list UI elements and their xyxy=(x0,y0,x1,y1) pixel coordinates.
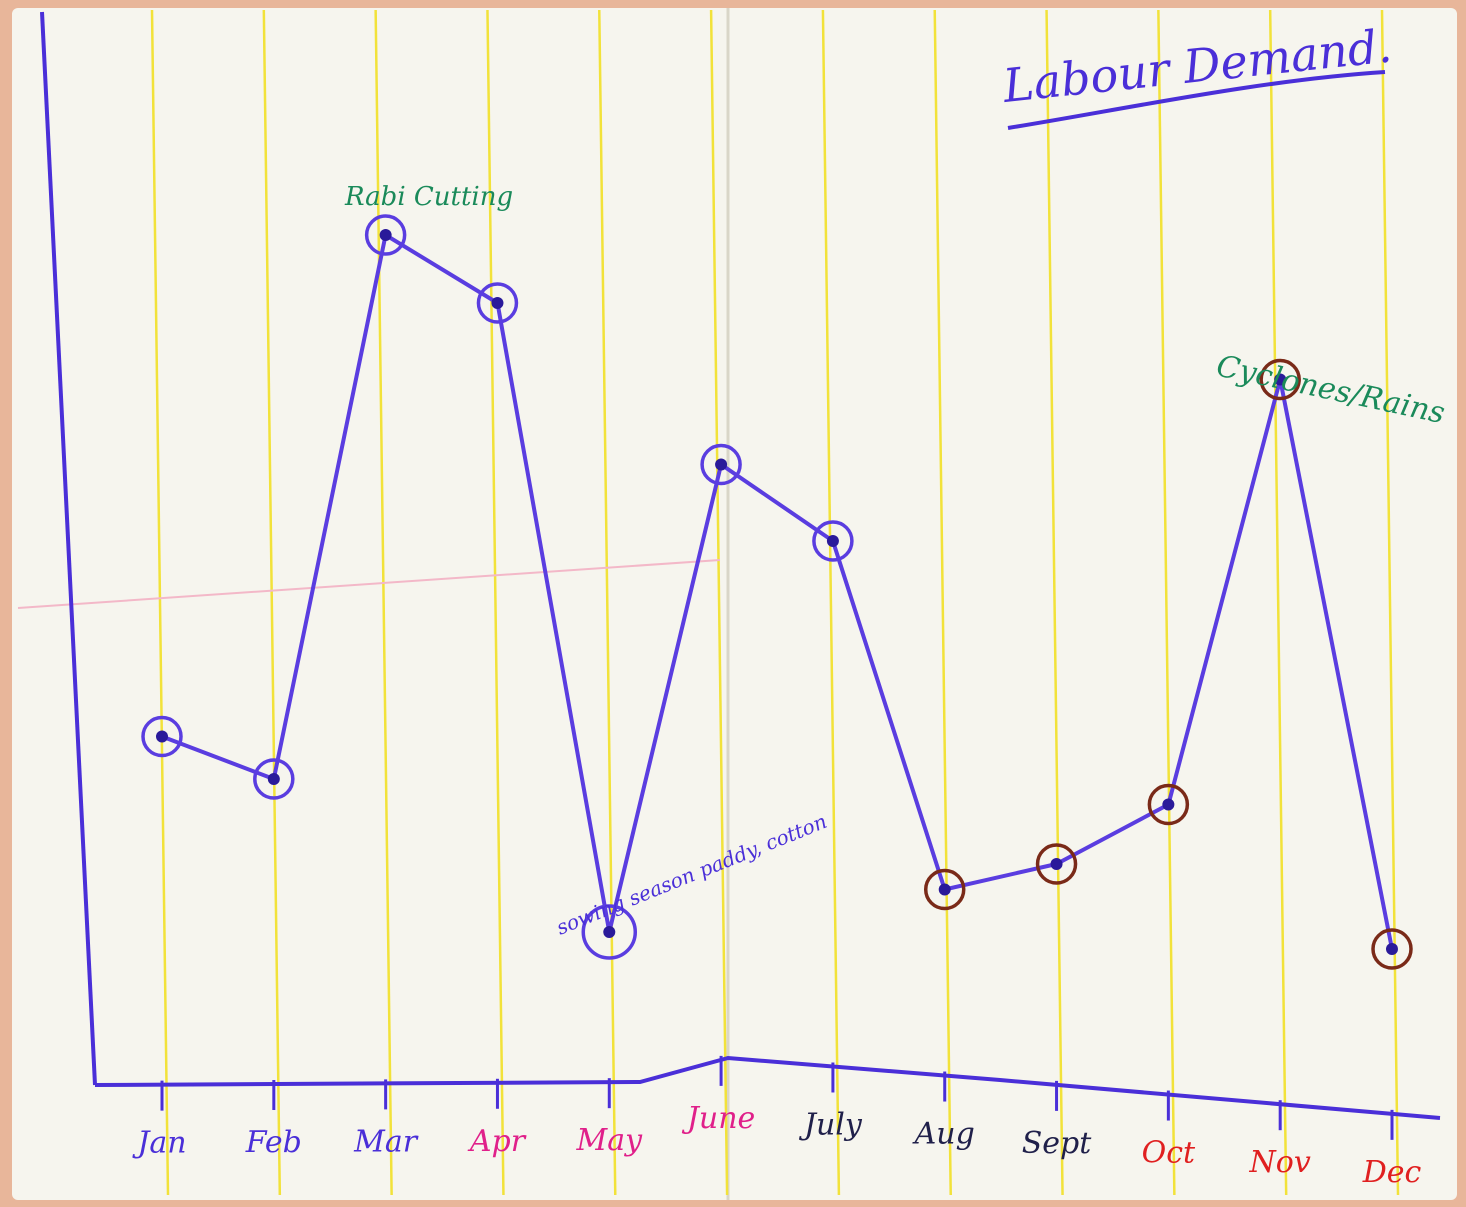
series-line xyxy=(161,233,1394,950)
x-tick-label-nov: Nov xyxy=(1249,1145,1311,1180)
x-tick-label-apr: Apr xyxy=(467,1124,527,1159)
gridline-sept xyxy=(1045,9,1064,1196)
marker-ring-oct xyxy=(1147,783,1190,826)
x-ticks xyxy=(160,1055,1394,1140)
paper-background xyxy=(12,8,1457,1200)
marker-ring-jan xyxy=(141,715,183,758)
marker-ring-aug xyxy=(923,868,966,911)
marker-point-apr xyxy=(491,297,504,309)
x-tick-label-june: June xyxy=(681,1101,755,1136)
x-tick-label-jan: Jan xyxy=(131,1126,186,1161)
x-tick-labels: Jan Feb Mar Apr May June July Aug Sept Oct Nov Dec xyxy=(131,1101,1421,1190)
marker-ring-nov xyxy=(1259,358,1301,401)
marker-ring-apr xyxy=(476,282,519,324)
gridline-oct xyxy=(1157,9,1176,1196)
marker-point-nov xyxy=(1274,373,1287,386)
annotation-rabi-cutting: Rabi Cutting xyxy=(344,182,513,212)
x-tick-label-sept: Sept xyxy=(1022,1126,1093,1161)
gridline-jan xyxy=(150,9,170,1196)
title-underline xyxy=(1007,70,1386,130)
marker-point-feb xyxy=(267,773,280,785)
x-tick-label-mar: Mar xyxy=(353,1124,419,1159)
x-axis xyxy=(94,1055,1441,1120)
x-tick-label-dec: Dec xyxy=(1362,1155,1422,1190)
marker-point-may xyxy=(603,926,616,938)
gridline-may xyxy=(598,9,617,1196)
x-tick-label-oct: Oct xyxy=(1142,1136,1196,1171)
y-axis xyxy=(40,11,97,1086)
marker-point-jan xyxy=(156,730,168,743)
x-tick-label-aug: Aug xyxy=(912,1117,975,1152)
gridline-nov xyxy=(1268,9,1288,1196)
marker-ring-june xyxy=(700,443,742,486)
marker-point-mar xyxy=(379,229,392,241)
marker-ring-feb xyxy=(253,758,295,800)
marker-point-dec xyxy=(1386,943,1398,955)
gridlines xyxy=(17,9,1400,1196)
marker-point-aug xyxy=(938,883,951,896)
gridline-june xyxy=(709,9,729,1196)
gridline-feb xyxy=(262,9,282,1196)
marker-ring-sept xyxy=(1035,843,1078,885)
marker-point-june xyxy=(715,458,728,471)
marker-ring-mar xyxy=(364,214,407,256)
marker-ring-july xyxy=(812,520,854,562)
gridline-aug xyxy=(933,9,952,1196)
margin-line xyxy=(17,559,721,609)
gridline-july xyxy=(821,9,841,1196)
x-tick-label-july: July xyxy=(798,1107,863,1142)
marker-point-oct xyxy=(1162,798,1175,811)
x-tick-label-may: May xyxy=(575,1123,643,1158)
marker-ring-may xyxy=(581,904,638,960)
marker-ring-dec xyxy=(1371,928,1413,970)
x-tick-label-feb: Feb xyxy=(245,1125,302,1160)
data-markers xyxy=(141,214,1413,970)
marker-point-sept xyxy=(1050,858,1063,870)
gridline-mar xyxy=(374,9,393,1196)
gridline-dec xyxy=(1380,9,1400,1196)
marker-point-july xyxy=(826,535,839,547)
gridline-apr xyxy=(486,9,505,1196)
